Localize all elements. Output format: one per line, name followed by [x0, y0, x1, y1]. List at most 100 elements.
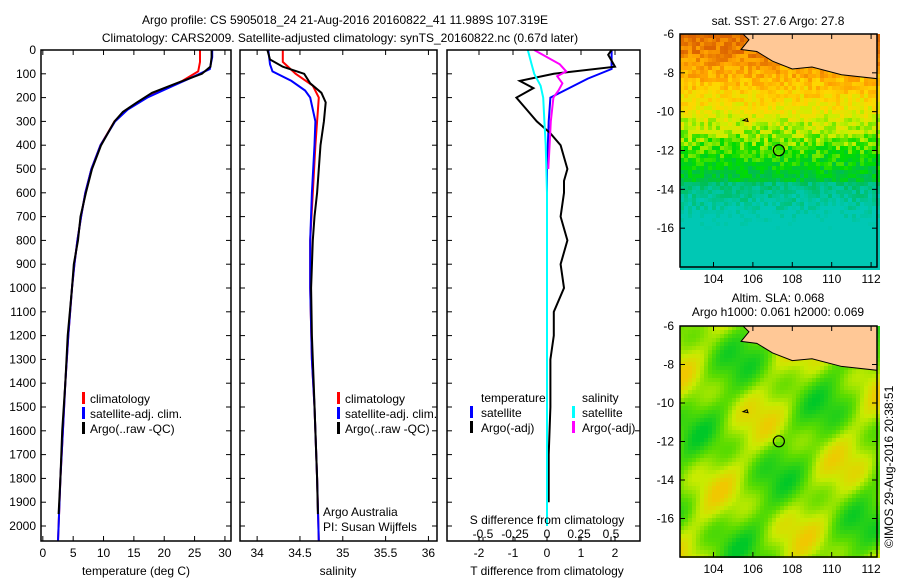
- map-cell: [808, 66, 812, 70]
- map-cell: [828, 446, 832, 450]
- map-cell: [768, 450, 772, 454]
- map-cell: [768, 74, 772, 78]
- map-cell: [800, 170, 804, 174]
- map-cell: [708, 326, 712, 330]
- map-cell: [680, 462, 684, 466]
- map-cell: [808, 470, 812, 474]
- map-cell: [692, 202, 696, 206]
- map-cell: [796, 234, 800, 238]
- map-cell: [760, 442, 764, 446]
- map-cell: [816, 462, 820, 466]
- map-cell: [684, 374, 688, 378]
- map-cell: [740, 466, 744, 470]
- map-cell: [852, 178, 856, 182]
- map-cell: [812, 82, 816, 86]
- map-cell: [704, 202, 708, 206]
- map-cell: [696, 466, 700, 470]
- map-cell: [700, 230, 704, 234]
- map-cell: [764, 394, 768, 398]
- map-cell: [748, 426, 752, 430]
- map-cell: [704, 158, 708, 162]
- map-cell: [748, 178, 752, 182]
- map-cell: [828, 462, 832, 466]
- map-cell: [856, 390, 860, 394]
- map-cell: [860, 246, 864, 250]
- map-cell: [708, 242, 712, 246]
- map-cell: [828, 458, 832, 462]
- map-cell: [860, 374, 864, 378]
- map-cell: [704, 326, 708, 330]
- map-cell: [740, 170, 744, 174]
- map-cell: [680, 230, 684, 234]
- map-cell: [820, 462, 824, 466]
- map-cell: [720, 366, 724, 370]
- map-cell: [764, 170, 768, 174]
- map-cell: [760, 70, 764, 74]
- map-cell: [732, 478, 736, 482]
- map-cell: [860, 442, 864, 446]
- map-cell: [788, 422, 792, 426]
- map-cell: [764, 410, 768, 414]
- map-cell: [704, 162, 708, 166]
- map-cell: [696, 422, 700, 426]
- map-cell: [756, 58, 760, 62]
- map-cell: [864, 194, 868, 198]
- map-cell: [700, 406, 704, 410]
- map-cell: [856, 154, 860, 158]
- map-cell: [808, 214, 812, 218]
- map-cell: [720, 94, 724, 98]
- map-cell: [748, 142, 752, 146]
- map-cell: [784, 426, 788, 430]
- map-cell: [744, 146, 748, 150]
- map-cell: [704, 134, 708, 138]
- map-cell: [772, 174, 776, 178]
- map-cell: [688, 130, 692, 134]
- map-cell: [680, 366, 684, 370]
- map-cell: [852, 246, 856, 250]
- map-cell: [696, 406, 700, 410]
- map-cell: [816, 386, 820, 390]
- map-cell: [744, 242, 748, 246]
- map-cell: [864, 206, 868, 210]
- map-cell: [840, 110, 844, 114]
- map-cell: [688, 194, 692, 198]
- map-cell: [836, 438, 840, 442]
- map-cell: [732, 266, 736, 270]
- map-cell: [852, 390, 856, 394]
- map-cell: [708, 374, 712, 378]
- map-cell: [684, 246, 688, 250]
- map-cell: [772, 134, 776, 138]
- map-cell: [848, 402, 852, 406]
- map-cell: [856, 162, 860, 166]
- map-cell: [860, 370, 864, 374]
- map-cell: [752, 218, 756, 222]
- map-cell: [744, 238, 748, 242]
- map-cell: [740, 82, 744, 86]
- map-cell: [776, 378, 780, 382]
- map-cell: [796, 366, 800, 370]
- map-cell: [828, 238, 832, 242]
- map-cell: [704, 186, 708, 190]
- map-cell: [688, 398, 692, 402]
- map-cell: [848, 470, 852, 474]
- map-cell: [776, 142, 780, 146]
- map-cell: [788, 442, 792, 446]
- map-cell: [800, 74, 804, 78]
- map-cell: [780, 474, 784, 478]
- map-cell: [708, 38, 712, 42]
- map-cell: [724, 266, 728, 270]
- map-cell: [780, 138, 784, 142]
- map-cell: [876, 158, 880, 162]
- map-cell: [848, 246, 852, 250]
- map-cell: [796, 250, 800, 254]
- map-cell: [832, 442, 836, 446]
- map-cell: [872, 450, 876, 454]
- map-cell: [728, 362, 732, 366]
- map-cell: [840, 126, 844, 130]
- map-cell: [736, 130, 740, 134]
- map-cell: [708, 206, 712, 210]
- map-cell: [872, 166, 876, 170]
- map-cell: [772, 362, 776, 366]
- map-cell: [696, 146, 700, 150]
- map-cell: [696, 218, 700, 222]
